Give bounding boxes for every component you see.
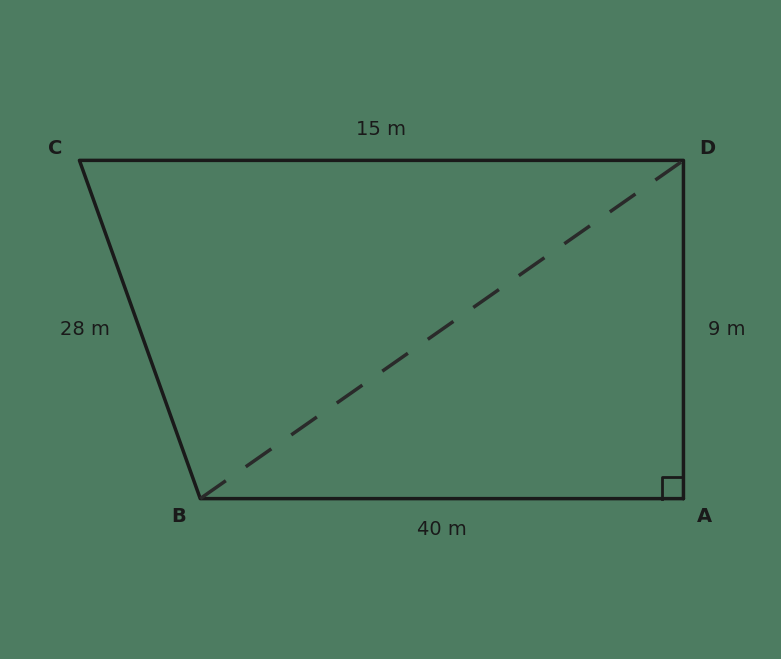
Text: C: C: [48, 139, 62, 158]
Text: 15 m: 15 m: [356, 120, 406, 139]
Text: A: A: [697, 507, 712, 527]
Text: 9 m: 9 m: [708, 320, 745, 339]
Text: D: D: [700, 139, 715, 158]
Text: 28 m: 28 m: [60, 320, 109, 339]
Text: B: B: [172, 507, 187, 527]
Text: 40 m: 40 m: [417, 520, 467, 539]
Polygon shape: [80, 160, 683, 499]
